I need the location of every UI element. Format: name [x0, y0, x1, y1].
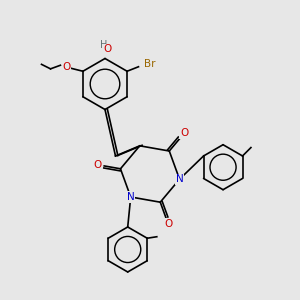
Text: N: N [176, 174, 183, 184]
Text: O: O [94, 160, 102, 170]
Text: O: O [164, 219, 172, 229]
Text: Br: Br [144, 59, 155, 69]
Text: H: H [100, 40, 107, 50]
Text: O: O [180, 128, 188, 138]
Text: O: O [62, 62, 70, 72]
Text: O: O [104, 44, 112, 55]
Text: N: N [127, 192, 135, 202]
